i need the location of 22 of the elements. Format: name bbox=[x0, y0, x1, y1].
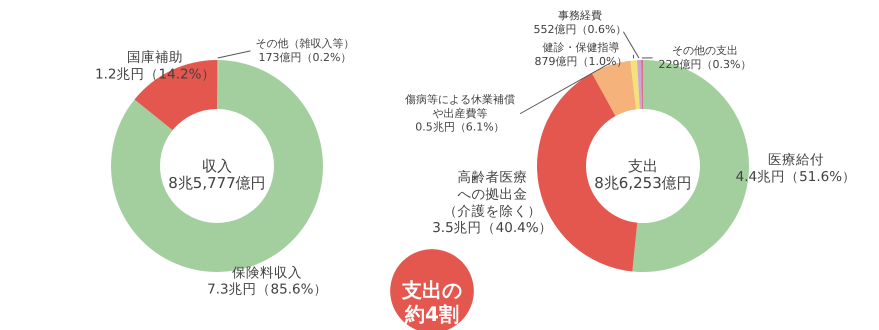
slice-label: 傷病等による休業補償や出産費等 bbox=[405, 93, 515, 120]
slice-label: その他（雑収入等） bbox=[256, 37, 354, 50]
data-label: 7.3兆円（85.6%） bbox=[207, 282, 328, 298]
text: 支出 bbox=[628, 157, 658, 175]
slice-label: 保険料収入 bbox=[232, 264, 302, 281]
slice-label: 健診・保健指導 bbox=[542, 41, 620, 54]
text: 支出の約4割 bbox=[401, 278, 462, 326]
slice-label: 国庫補助 bbox=[127, 50, 184, 66]
text: 8兆5,777億円 bbox=[168, 174, 266, 192]
slice-label: 高齢者医療への拠出金（介護を除く） bbox=[443, 170, 542, 220]
text: 収入 bbox=[202, 157, 232, 175]
text: 8兆6,253億円 bbox=[594, 174, 692, 192]
donut-slice bbox=[637, 60, 642, 110]
data-label: 1.2兆円（14.2%） bbox=[95, 66, 216, 83]
donut-slice bbox=[630, 60, 640, 110]
data-label: 173億円（0.2%） bbox=[258, 50, 352, 64]
slice-label: 事務経費 bbox=[558, 9, 602, 22]
slice-label: 医療給付 bbox=[768, 152, 824, 168]
slice-label: その他の支出 bbox=[672, 44, 738, 57]
data-label: 3.5兆円（40.4%） bbox=[432, 220, 553, 236]
data-label: 0.5兆円（6.1%） bbox=[415, 120, 505, 134]
data-label: 552億円（0.6%） bbox=[534, 22, 626, 36]
